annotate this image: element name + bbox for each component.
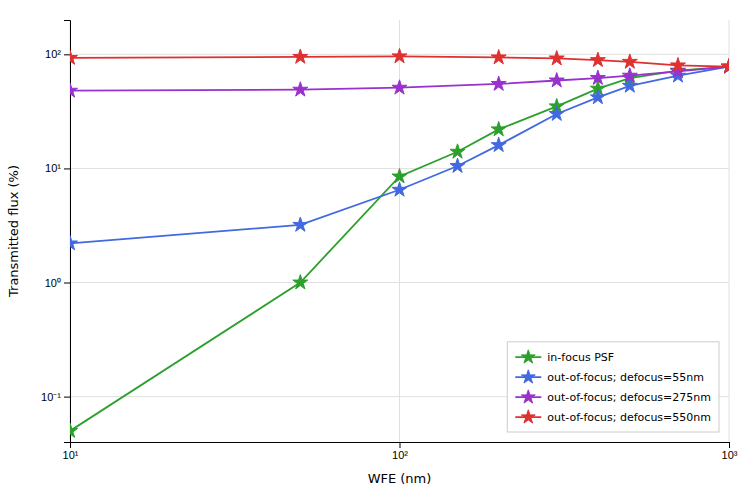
legend-label: out-of-focus; defocus=275nm (547, 391, 711, 404)
point (70, 83, 78, 97)
legend: in-focus PSF out-of-focus; defocus=55nm ou… (507, 342, 719, 432)
tick-label: 10³ (722, 449, 738, 461)
legend-label: in-focus PSF (547, 351, 614, 364)
series (70, 59, 729, 250)
point (549, 51, 564, 65)
axis-line (71, 443, 730, 449)
tick-mark (729, 442, 730, 448)
point (549, 106, 564, 120)
tick-mark (400, 442, 401, 448)
series (70, 48, 729, 73)
point (293, 49, 308, 63)
point (392, 182, 407, 196)
point (70, 236, 78, 250)
tick: 10³ (722, 442, 738, 461)
series (70, 59, 729, 438)
tick-label: 10¹ (45, 162, 61, 174)
legend-symbol (521, 410, 535, 423)
legend-item: out-of-focus; defocus=55nm (515, 370, 704, 384)
legend-box (507, 342, 719, 432)
series-line (70, 67, 729, 244)
point (392, 80, 407, 94)
point (293, 82, 308, 96)
legend-symbol (521, 350, 535, 363)
point (590, 89, 605, 103)
axis-line (64, 21, 71, 443)
plot-area: 10¹ 10² 10³ 10⁻¹ 10⁰ 10¹ 10² in-focus PSF out-of… (41, 20, 738, 461)
tick-mark (64, 54, 70, 55)
point (450, 144, 465, 158)
legend-item: out-of-focus; defocus=550nm (515, 410, 711, 424)
tick-label: 10¹ (63, 449, 79, 461)
point (622, 78, 637, 92)
legend-label: out-of-focus; defocus=550nm (547, 411, 711, 424)
x-axis: 10¹ 10² 10³ (63, 442, 738, 461)
tick-mark (64, 168, 70, 169)
point (450, 158, 465, 172)
point (491, 50, 506, 64)
point (293, 217, 308, 231)
point (622, 68, 637, 82)
marks (70, 48, 729, 437)
point (293, 275, 308, 289)
point (70, 50, 78, 64)
point (590, 52, 605, 66)
legend-item: in-focus PSF (515, 350, 614, 364)
y-axis: 10⁻¹ 10⁰ 10¹ 10² (41, 21, 70, 443)
legend-label: out-of-focus; defocus=55nm (547, 371, 704, 384)
tick: 10¹ (45, 162, 70, 174)
tick: 10¹ (63, 442, 79, 461)
point (622, 54, 637, 68)
x-axis-title: WFE (nm) (368, 471, 432, 486)
point (491, 76, 506, 90)
point (491, 121, 506, 135)
tick-label: 10² (45, 48, 61, 60)
point (590, 70, 605, 84)
grid (70, 20, 729, 442)
tick-label: 10⁻¹ (41, 391, 61, 403)
legend-item: out-of-focus; defocus=275nm (515, 390, 711, 404)
point (670, 58, 685, 72)
tick: 10⁰ (45, 277, 70, 289)
grid-line-y (70, 282, 729, 283)
tick-mark (64, 283, 70, 284)
grid-line-x (729, 20, 730, 442)
legend-symbol (521, 370, 535, 383)
tick-label: 10⁰ (45, 277, 61, 289)
tick: 10² (392, 442, 408, 461)
tick: 10² (45, 48, 70, 60)
legend-symbol (521, 390, 535, 403)
tick-mark (64, 397, 70, 398)
point (721, 59, 729, 73)
y-axis-title: Transmitted flux (%) (6, 165, 21, 298)
tick-label: 10² (392, 449, 408, 461)
point (70, 423, 78, 437)
series-line (70, 67, 729, 431)
point (549, 73, 564, 87)
tick: 10⁻¹ (41, 391, 70, 403)
chart: 10¹ 10² 10³ 10⁻¹ 10⁰ 10¹ 10² in-focus PSF out-of… (0, 0, 754, 497)
point (491, 137, 506, 151)
point (392, 48, 407, 62)
